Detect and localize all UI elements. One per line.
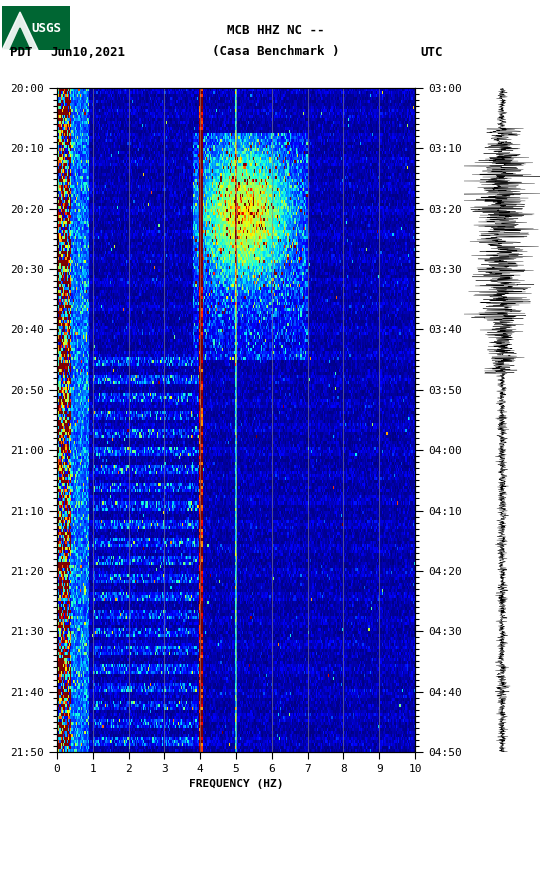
Text: MCB HHZ NC --: MCB HHZ NC -- [227, 23, 325, 37]
X-axis label: FREQUENCY (HZ): FREQUENCY (HZ) [189, 780, 283, 789]
Text: (Casa Benchmark ): (Casa Benchmark ) [213, 45, 339, 59]
Text: UTC: UTC [420, 45, 443, 59]
Text: PDT: PDT [10, 45, 33, 59]
Text: Jun10,2021: Jun10,2021 [50, 45, 125, 59]
Polygon shape [10, 28, 30, 50]
Text: USGS: USGS [31, 21, 61, 35]
Polygon shape [2, 12, 38, 50]
